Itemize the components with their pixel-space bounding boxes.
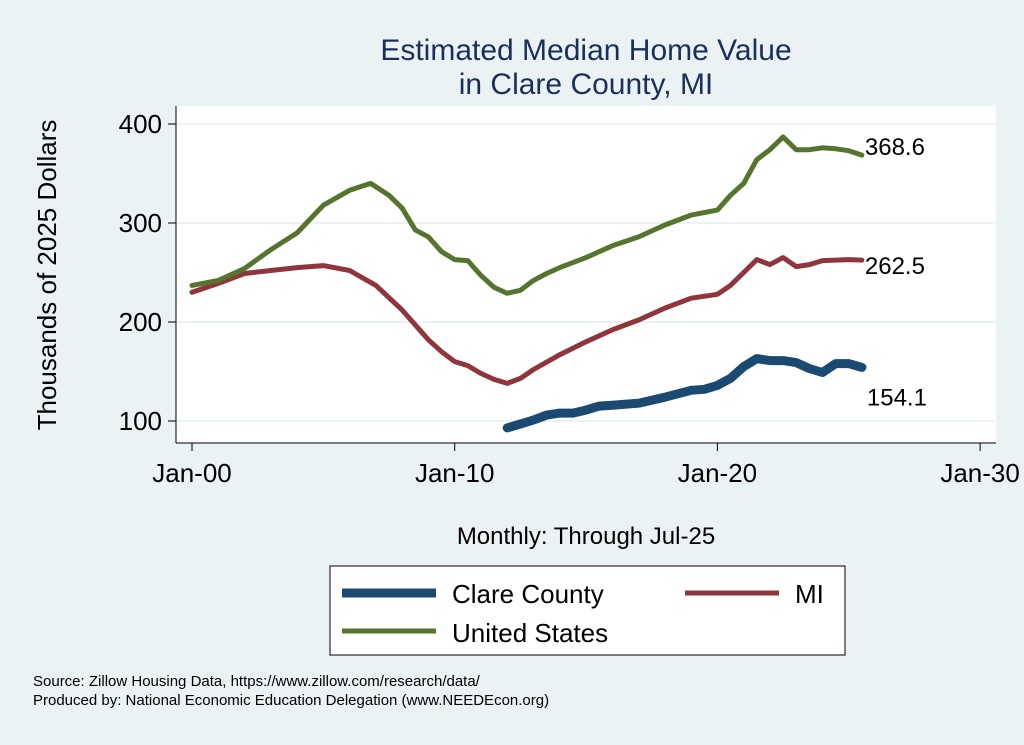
- end-value-label: 368.6: [865, 134, 925, 161]
- end-value-label: 154.1: [867, 384, 927, 411]
- plot-area: [176, 106, 996, 443]
- x-tick-label: Jan-30: [940, 458, 1020, 488]
- y-tick-label: 200: [119, 307, 162, 337]
- end-value-label: 262.5: [865, 253, 925, 280]
- x-axis-label: Monthly: Through Jul-25: [457, 523, 715, 550]
- chart-title-line1: Estimated Median Home Value: [380, 34, 791, 67]
- y-axis-label: Thousands of 2025 Dollars: [32, 120, 62, 431]
- legend: Clare County MI United States: [329, 565, 846, 656]
- x-tick-label: Jan-20: [678, 458, 758, 488]
- legend-label-clare: Clare County: [452, 579, 604, 609]
- producer-note: Produced by: National Economic Education…: [33, 692, 550, 709]
- legend-label-mi: MI: [795, 579, 824, 609]
- y-tick-label: 400: [119, 109, 162, 139]
- chart-title-line2: in Clare County, MI: [459, 68, 714, 101]
- y-tick-label: 300: [119, 208, 162, 238]
- series-line-mi: [189, 255, 865, 386]
- series-line-clare-county: [502, 354, 867, 433]
- y-tick-label: 100: [119, 406, 162, 436]
- x-tick-label: Jan-00: [152, 458, 232, 488]
- legend-label-us: United States: [452, 618, 608, 648]
- x-tick-label: Jan-10: [415, 458, 495, 488]
- series-line-united-states: [189, 134, 865, 296]
- source-note: Source: Zillow Housing Data, https://www…: [33, 673, 480, 690]
